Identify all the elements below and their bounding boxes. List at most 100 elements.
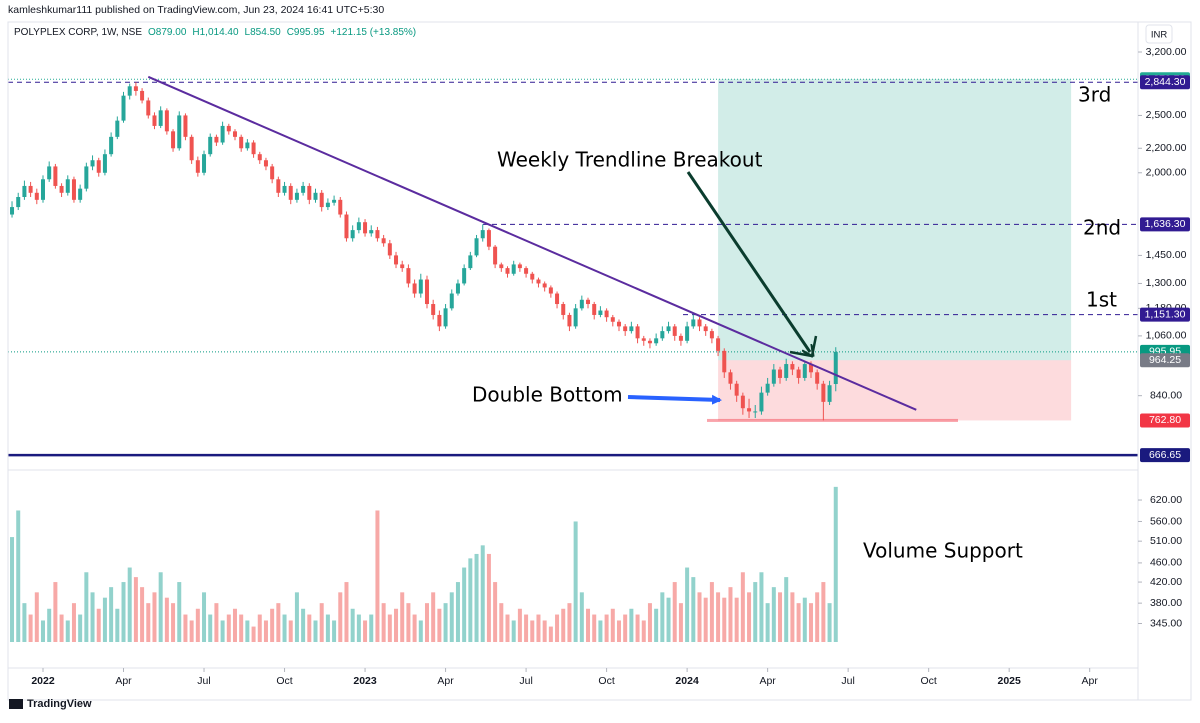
candle-body <box>412 283 417 294</box>
y-tick-label: 3,200.00 <box>1146 46 1187 58</box>
candle-body <box>115 120 120 137</box>
candle-body <box>400 264 405 269</box>
volume-bar <box>381 603 386 642</box>
candle-body <box>499 264 504 269</box>
candle-body <box>294 192 299 200</box>
volume-bar <box>449 592 454 642</box>
volume-bar <box>394 608 399 642</box>
volume-bar <box>592 614 597 642</box>
candle-body <box>815 372 820 384</box>
volume-bar <box>598 620 603 642</box>
volume-bar <box>313 620 318 642</box>
candle-body <box>270 166 275 180</box>
volume-bar <box>666 597 671 642</box>
volume-bar <box>65 620 70 642</box>
volume-bar <box>232 608 237 642</box>
price-tag <box>1140 75 1190 90</box>
candle-body <box>183 115 188 137</box>
volume-bar <box>16 510 21 642</box>
candle-body <box>740 395 745 409</box>
candle-body <box>59 185 64 193</box>
volume-bar <box>474 553 479 642</box>
volume-bar <box>325 614 330 642</box>
volume-bar <box>815 592 820 642</box>
candle-body <box>232 131 237 137</box>
volume-bar <box>833 486 838 642</box>
volume-bar <box>660 592 665 642</box>
volume-bar <box>796 603 801 642</box>
volume-bar <box>697 592 702 642</box>
candle-body <box>208 136 213 155</box>
volume-bar <box>171 603 176 642</box>
price-tag-label: 2,844.30 <box>1145 76 1186 88</box>
candle-body <box>177 115 182 149</box>
volume-bar <box>740 572 745 642</box>
volume-bar <box>59 614 64 642</box>
candle-body <box>790 364 795 370</box>
volume-bar <box>623 614 628 642</box>
volume-bar <box>40 620 45 642</box>
volume-bar <box>790 592 795 642</box>
volume-bar <box>424 603 429 642</box>
volume-bar <box>115 608 120 642</box>
volume-bar <box>579 592 584 642</box>
volume-bar <box>616 620 621 642</box>
volume-bar <box>387 614 392 642</box>
candle-body <box>716 338 721 351</box>
volume-bar <box>542 620 547 642</box>
candle-body <box>418 279 423 294</box>
x-tick-label: Jul <box>197 675 210 687</box>
candle-body <box>257 154 262 161</box>
volume-bar <box>177 582 182 642</box>
volume-bar <box>759 572 764 642</box>
candle-body <box>276 179 281 193</box>
price-tag <box>1140 448 1190 463</box>
volume-bar <box>678 603 683 642</box>
annotation: Volume Support <box>863 539 1023 563</box>
candle-body <box>307 185 312 200</box>
volume-bar <box>102 597 107 642</box>
x-tick-label: 2024 <box>675 675 699 687</box>
volume-bar <box>431 592 436 642</box>
candle-body <box>728 372 733 384</box>
x-tick-label: Oct <box>598 675 614 687</box>
target-label: 2nd <box>1083 216 1121 240</box>
volume-bar <box>635 614 640 642</box>
volume-bar <box>356 614 361 642</box>
candle-body <box>202 154 207 173</box>
candle-body <box>802 364 807 378</box>
y-tick-label: 840.00 <box>1150 389 1182 401</box>
volume-bar <box>802 597 807 642</box>
candle-body <box>493 246 498 265</box>
candle-body <box>808 364 813 373</box>
candle-body <box>146 100 151 116</box>
candle-body <box>133 86 138 91</box>
candle-body <box>338 199 343 215</box>
candle-body <box>369 230 374 234</box>
candle-body <box>703 326 708 332</box>
volume-bar <box>140 587 145 642</box>
candle-body <box>530 273 535 280</box>
volume-bar <box>158 572 163 642</box>
volume-bar <box>263 620 268 642</box>
x-tick-label: Jul <box>841 675 854 687</box>
candle-body <box>363 222 368 234</box>
candle-body <box>96 160 101 173</box>
y-tick-label: 1,060.00 <box>1146 330 1187 342</box>
candle-body <box>468 255 473 269</box>
target-label: 1st <box>1086 288 1117 312</box>
candle-body <box>84 166 89 189</box>
volume-bar <box>78 614 83 642</box>
candle-body <box>505 268 510 274</box>
volume-tick-label: 420.00 <box>1150 576 1182 588</box>
volume-bar <box>530 620 535 642</box>
candle-body <box>16 197 21 208</box>
arrow <box>789 335 818 358</box>
volume-bar <box>369 614 374 642</box>
volume-bar <box>350 608 355 642</box>
volume-bar <box>47 608 52 642</box>
x-tick-label: Oct <box>920 675 936 687</box>
y-tick-label: 2,200.00 <box>1146 142 1187 154</box>
candle-body <box>350 230 355 239</box>
